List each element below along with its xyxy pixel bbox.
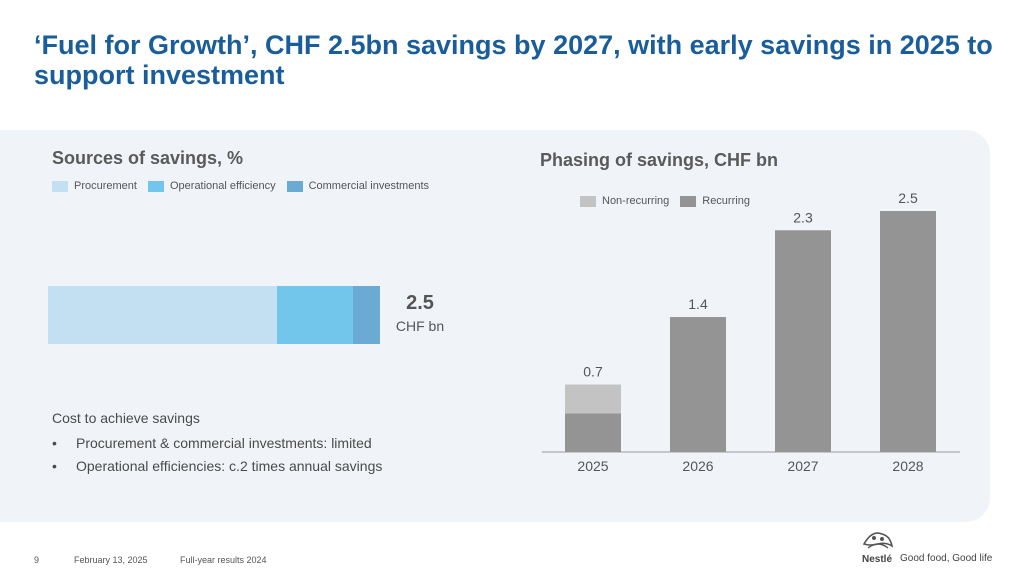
phasing-chart-title: Phasing of savings, CHF bn — [540, 150, 779, 170]
slide-title: ‘Fuel for Growth’, CHF 2.5bn savings by … — [34, 30, 993, 90]
total-savings-value: 2.5 — [406, 292, 434, 314]
footer-date: February 13, 2025 — [74, 555, 148, 565]
recurring-swatch — [680, 195, 697, 207]
operational-swatch — [147, 180, 164, 192]
legend-label-operational: Operational efficiency — [169, 180, 276, 192]
legend-item-procurement: Procurement — [52, 180, 137, 192]
cost-to-achieve-list: Procurement & commercial investments: li… — [52, 432, 382, 478]
data-label-2025: 0.7 — [583, 364, 603, 380]
phasing-bar-chart: 0.7 2025 1.4 2026 2.3 2027 2.5 2028 — [542, 190, 960, 474]
bar-recurring-2026 — [670, 317, 726, 452]
total-savings-unit: CHF bn — [395, 318, 445, 334]
bar-recurring-2028 — [880, 211, 936, 452]
procurement-segment — [48, 286, 278, 344]
brand-name: Nestlé — [862, 554, 893, 565]
bar-non-recurring-2025 — [565, 384, 621, 414]
legend-label-recurring: Recurring — [702, 195, 750, 207]
cost-item-operational: Operational efficiencies: c.2 times annu… — [52, 455, 382, 478]
nestle-nest-logo — [862, 532, 894, 549]
data-label-2026: 1.4 — [688, 296, 708, 312]
legend-item-recurring: Recurring — [680, 195, 750, 207]
footer-document: Full-year results 2024 — [180, 555, 267, 565]
x-tick-label-2026: 2026 — [682, 458, 713, 474]
x-tick-label-2028: 2028 — [892, 458, 923, 474]
legend-item-non-recurring: Non-recurring — [580, 195, 669, 207]
legend-label-non-recurring: Non-recurring — [602, 195, 670, 207]
phasing-legend: Non-recurring Recurring — [580, 195, 761, 207]
data-label-2028: 2.5 — [898, 190, 918, 206]
x-tick-label-2027: 2027 — [787, 458, 818, 474]
bar-recurring-2027 — [775, 230, 831, 452]
sources-legend: Procurement Operational efficiency Comme… — [52, 180, 440, 192]
cost-item-procurement: Procurement & commercial investments: li… — [52, 432, 382, 455]
commercial-swatch — [286, 180, 303, 192]
data-label-2027: 2.3 — [793, 209, 813, 225]
procurement-swatch — [52, 180, 68, 192]
brand-tagline: Good food, Good life — [900, 553, 993, 564]
sources-stacked-bar — [48, 286, 380, 344]
legend-label-procurement: Procurement — [74, 180, 137, 192]
operational-segment — [277, 286, 354, 344]
commercial-segment — [353, 286, 380, 344]
page-number: 9 — [34, 555, 40, 565]
x-tick-label-2025: 2025 — [577, 458, 608, 474]
sources-chart-title: Sources of savings, % — [52, 148, 244, 168]
legend-item-commercial: Commercial investments — [286, 180, 429, 192]
legend-label-commercial: Commercial investments — [308, 180, 429, 192]
cost-to-achieve-title: Cost to achieve savings — [52, 410, 200, 426]
bar-recurring-2025 — [565, 413, 621, 452]
legend-item-operational: Operational efficiency — [147, 180, 276, 192]
non-recurring-swatch — [580, 195, 596, 207]
